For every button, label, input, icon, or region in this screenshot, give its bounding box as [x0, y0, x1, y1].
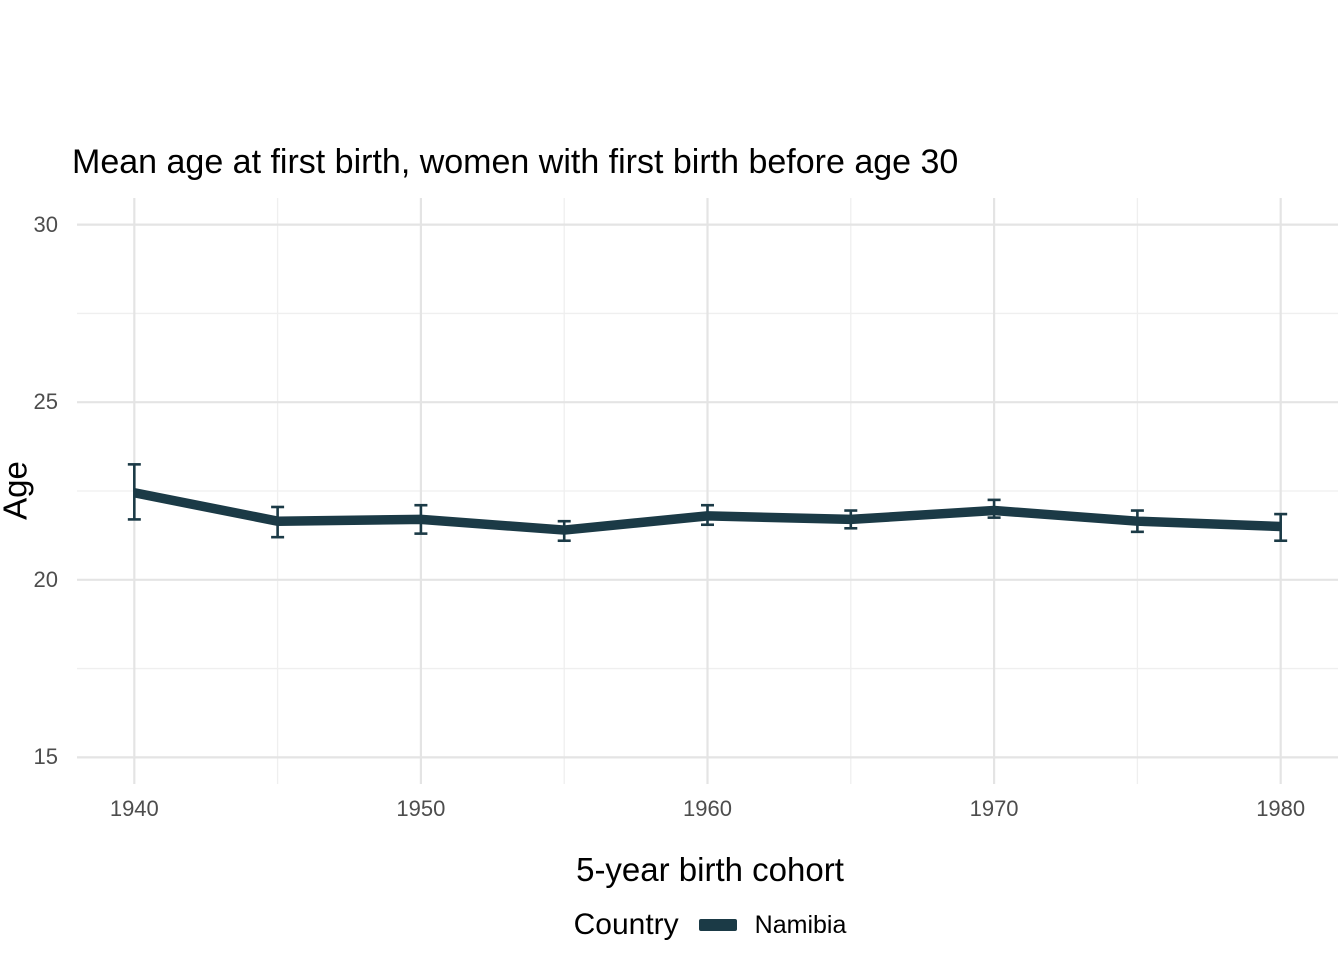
- legend-item-label: Namibia: [754, 910, 847, 939]
- x-tick-label: 1980: [1256, 796, 1306, 821]
- y-tick-label: 15: [33, 744, 58, 770]
- legend-title: Country: [573, 908, 679, 941]
- legend: Country Namibia: [0, 903, 1344, 947]
- y-tick-label: 20: [33, 566, 58, 592]
- y-tick-label: 30: [33, 211, 58, 237]
- x-tick-label: 1940: [109, 796, 159, 821]
- x-axis-title: 5-year birth cohort: [576, 851, 844, 888]
- x-tick-label: 1960: [683, 796, 732, 821]
- legend-line-swatch: [698, 919, 737, 931]
- y-axis-title: Age: [0, 461, 34, 520]
- y-tick-label: 25: [33, 389, 58, 415]
- x-tick-label: 1950: [396, 796, 446, 821]
- x-tick-label: 1970: [969, 796, 1019, 821]
- series-line-namibia: [133, 488, 1281, 535]
- chart-title: Mean age at first birth, women with firs…: [72, 143, 959, 181]
